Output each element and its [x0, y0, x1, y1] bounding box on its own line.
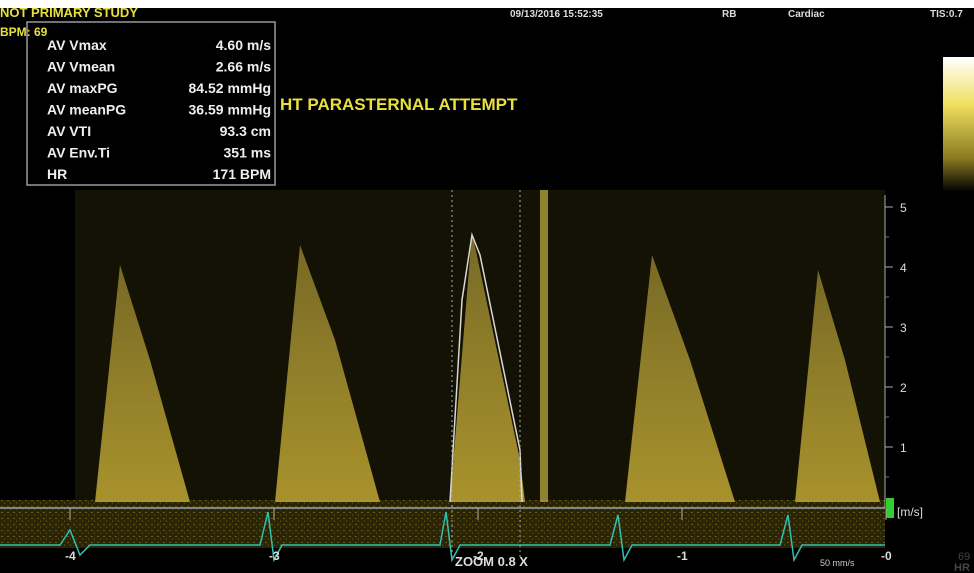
time-tick-label: -3: [269, 549, 280, 563]
bpm-label: BPM: 69: [0, 25, 48, 39]
tis: TIS:0.7: [930, 9, 963, 20]
study-label: NOT PRIMARY STUDY: [0, 5, 138, 20]
baseline-band: [0, 500, 885, 548]
operator: RB: [722, 9, 736, 20]
measurement-label: AV meanPG: [47, 102, 126, 118]
measurement-value: 351 ms: [224, 145, 272, 161]
velocity-tick-label: 3: [900, 321, 907, 335]
sweep-speed: 50 mm/s: [820, 558, 855, 568]
time-tick-label: -4: [65, 549, 76, 563]
measurement-label: HR: [47, 166, 67, 182]
time-tick-label: -2: [473, 549, 484, 563]
time-tick-label: -1: [677, 549, 688, 563]
measurement-value: 93.3 cm: [220, 123, 271, 139]
color-bar: [943, 57, 974, 192]
measurement-label: AV Vmax: [47, 37, 107, 53]
measurement-value: 4.60 m/s: [216, 37, 271, 53]
page: {"header": {"study": "NOT PRIMARY STUDY"…: [0, 0, 974, 573]
measurement-label: AV VTI: [47, 123, 91, 139]
measurement-label: AV Vmean: [47, 59, 115, 75]
measurement-label: AV maxPG: [47, 80, 118, 96]
artifact-band: [540, 190, 548, 502]
velocity-tick-label: 5: [900, 201, 907, 215]
overlay-text: HT PARASTERNAL ATTEMPT: [280, 95, 518, 114]
baseline-marker: [886, 498, 894, 518]
measurement-value: 2.66 m/s: [216, 59, 271, 75]
measurement-value: 84.52 mmHg: [189, 80, 271, 96]
zoom-label: ZOOM 0.8 X: [455, 554, 528, 569]
doppler-spectrum: [0, 190, 885, 560]
side-hr-label: HR: [954, 562, 970, 573]
time-tick-label: -0: [881, 549, 892, 563]
datetime: 09/13/2016 15:52:35: [510, 9, 603, 20]
measurement-value: 36.59 mmHg: [189, 102, 271, 118]
velocity-tick-label: 2: [900, 381, 907, 395]
velocity-unit: [m/s]: [897, 505, 923, 519]
ultrasound-screen: NOT PRIMARY STUDY BPM: 69 09/13/2016 15:…: [0, 0, 974, 573]
preset: Cardiac: [788, 9, 825, 20]
measurement-label: AV Env.Ti: [47, 145, 110, 161]
measurement-value: 171 BPM: [213, 166, 271, 182]
velocity-tick-label: 4: [900, 261, 907, 275]
velocity-tick-label: 1: [900, 441, 907, 455]
